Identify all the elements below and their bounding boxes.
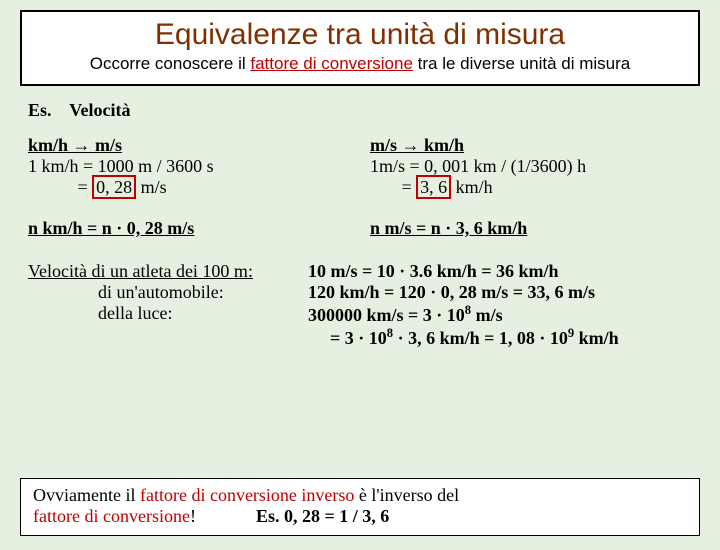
footer-excl: !: [190, 506, 196, 526]
examples-values: 10 m/s = 10 · 3.6 km/h = 36 km/h 120 km/…: [308, 261, 692, 349]
content: Es. Velocità km/h → m/s 1 km/h = 1000 m …: [0, 92, 720, 349]
examples-labels: Velocità di un atleta dei 100 m: di un'a…: [28, 261, 298, 349]
footer-k2: fattore di conversione: [33, 506, 190, 526]
right-line1: 1m/s = 0, 001 km / (1/3600) h: [370, 156, 692, 177]
right-boxed-value: 3, 6: [416, 175, 451, 199]
right-line2: = 3, 6 km/h: [370, 177, 692, 198]
left-l2-post: m/s: [136, 177, 167, 197]
subtitle-pre: Occorre conoscere il: [90, 54, 251, 73]
ex-label-c: della luce:: [28, 303, 298, 324]
footer-pre: Ovviamente il: [33, 485, 140, 505]
footer-line2: fattore di conversione! Es. 0, 28 = 1 / …: [33, 506, 687, 527]
ex-val-b: 120 km/h = 120 · 0, 28 m/s = 33, 6 m/s: [308, 282, 692, 303]
ex-c-post: m/s: [471, 305, 503, 325]
footer-mid: è l'inverso del: [354, 485, 459, 505]
ex-label-a: Velocità di un atleta dei 100 m:: [28, 261, 298, 282]
examples: Velocità di un atleta dei 100 m: di un'a…: [28, 261, 692, 349]
footer-k1: fattore di conversione inverso: [140, 485, 354, 505]
es-topic: Velocità: [69, 100, 130, 120]
footer-es: Es. 0, 28 = 1 / 3, 6: [256, 506, 389, 527]
left-line1: 1 km/h = 1000 m / 3600 s: [28, 156, 350, 177]
es-label: Es.: [28, 100, 52, 120]
left-equation: n km/h = n · 0, 28 m/s: [28, 218, 350, 239]
ex-val-d: = 3 · 108 · 3, 6 km/h = 1, 08 · 109 km/h: [308, 326, 692, 349]
subtitle-post: tra le diverse unità di misura: [413, 54, 630, 73]
title-box: Equivalenze tra unità di misura Occorre …: [20, 10, 700, 86]
col-right: m/s → km/h 1m/s = 0, 001 km / (1/3600) h…: [370, 135, 692, 239]
ex-d-post: km/h: [574, 328, 619, 348]
left-header: km/h → m/s: [28, 135, 350, 156]
footer-box: Ovviamente il fattore di conversione inv…: [20, 478, 700, 536]
footer-line1: Ovviamente il fattore di conversione inv…: [33, 485, 687, 506]
left-l2-pre: =: [28, 177, 92, 197]
left-boxed-value: 0, 28: [92, 175, 136, 199]
col-left: km/h → m/s 1 km/h = 1000 m / 3600 s = 0,…: [28, 135, 350, 239]
ex-val-a: 10 m/s = 10 · 3.6 km/h = 36 km/h: [308, 261, 692, 282]
right-l2-pre: =: [370, 177, 416, 197]
right-equation: n m/s = n · 3, 6 km/h: [370, 218, 692, 239]
right-header: m/s → km/h: [370, 135, 692, 156]
left-line2: = 0, 28 m/s: [28, 177, 350, 198]
ex-label-b: di un'automobile:: [28, 282, 298, 303]
ex-c-pre: 300000 km/s = 3 · 10: [308, 305, 465, 325]
right-l2-post: km/h: [451, 177, 493, 197]
page-title: Equivalenze tra unità di misura: [32, 18, 688, 52]
ex-d-pre: = 3 · 10: [330, 328, 387, 348]
conversion-columns: km/h → m/s 1 km/h = 1000 m / 3600 s = 0,…: [28, 135, 692, 239]
ex-d-mid: · 3, 6 km/h = 1, 08 · 10: [393, 328, 568, 348]
example-heading: Es. Velocità: [28, 100, 692, 121]
footer-k2-wrap: fattore di conversione!: [33, 506, 196, 527]
subtitle: Occorre conoscere il fattore di conversi…: [32, 54, 688, 74]
subtitle-key: fattore di conversione: [250, 54, 413, 73]
ex-val-c: 300000 km/s = 3 · 108 m/s: [308, 303, 692, 326]
